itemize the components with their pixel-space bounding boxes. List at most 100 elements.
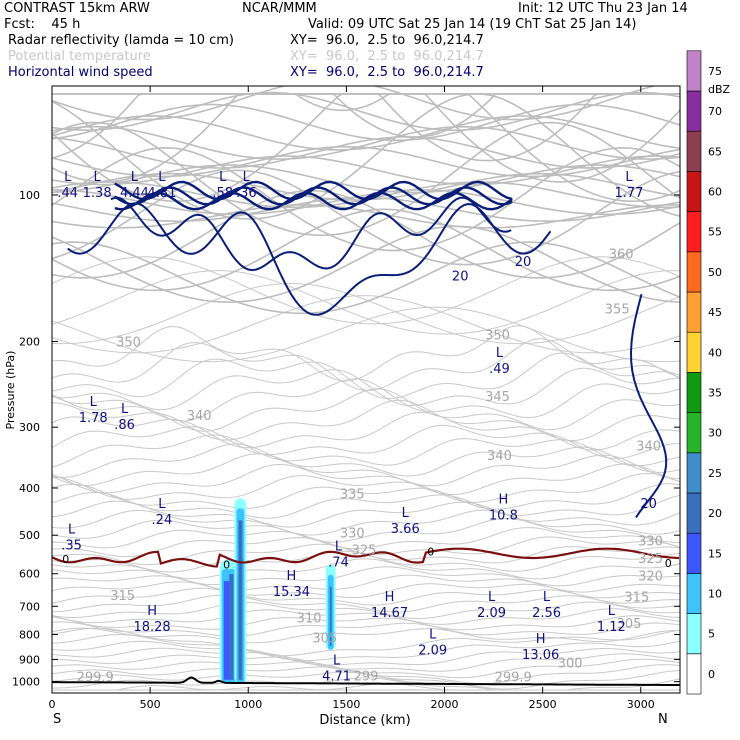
extremum-value: .58 — [212, 186, 233, 201]
extremum-value: 3.66 — [391, 522, 420, 537]
theta-contour — [52, 472, 680, 503]
field-theta: Potential temperature — [8, 49, 151, 64]
theta-contour — [52, 594, 680, 613]
extremum-value: 2.09 — [418, 643, 447, 658]
theta-contour-labeled — [52, 378, 680, 422]
colorbar-swatch — [686, 653, 702, 695]
theta-contours — [52, 86, 680, 691]
extremum-value: 10.8 — [489, 509, 518, 524]
extremum-value: 1.38 — [83, 186, 112, 201]
extremum-marker: L4.44 — [120, 170, 149, 201]
extremum-marker: L4.71 — [322, 653, 351, 684]
theta-label: 335 — [340, 487, 365, 502]
colorbar-tick-label: 45 — [708, 306, 722, 319]
colorbar-swatch — [686, 130, 702, 172]
theta-contour — [52, 325, 680, 382]
y-tick-label: 300 — [19, 421, 40, 434]
theta-label: 350 — [116, 336, 141, 351]
theta-contour — [52, 574, 680, 593]
wind-zero-contour — [52, 547, 680, 568]
forecast-hour: Fcst: 45 h — [4, 17, 80, 32]
field-reflectivity-xy: XY= 96.0, 2.5 to 96.0,214.7 — [290, 33, 484, 48]
theta-contour — [52, 93, 680, 220]
x-tick-label: 1000 — [234, 698, 262, 711]
y-tick-label: 100 — [19, 189, 40, 202]
extremum-type: L — [131, 170, 139, 185]
extremum-value: 2.09 — [477, 606, 506, 621]
wind-label: 20 — [515, 255, 532, 270]
theta-label: 340 — [636, 440, 661, 455]
extremum-marker: L1.12 — [597, 604, 626, 635]
valid-time: Valid: 09 UTC Sat 25 Jan 14 (19 ChT Sat … — [308, 17, 636, 32]
theta-contour — [52, 654, 680, 679]
theta-contour-labeled — [52, 483, 680, 510]
extremum-marker: L.35 — [61, 522, 82, 553]
extremum-marker: L4.81 — [147, 170, 176, 201]
extremum-value: 14.67 — [371, 606, 408, 621]
terrain — [52, 676, 680, 686]
theta-label: 360 — [609, 247, 634, 262]
colorbar-tick-label: 15 — [708, 547, 722, 560]
extremum-value: 4.44 — [120, 186, 149, 201]
colorbar-tick-label: 40 — [708, 346, 722, 359]
extremum-type: L — [64, 170, 72, 185]
theta-label: 340 — [487, 449, 512, 464]
theta-contour — [52, 463, 680, 496]
extremum-value: .74 — [328, 556, 349, 571]
extremum-type: H — [147, 604, 157, 619]
wind-label: 0 — [62, 553, 69, 566]
x-tick-label: 3000 — [627, 698, 655, 711]
theta-contour — [52, 399, 680, 441]
extremum-type: L — [333, 653, 341, 668]
theta-contour — [52, 93, 680, 112]
y-tick-label: 900 — [19, 653, 40, 666]
reflectivity-cell-core — [238, 520, 243, 680]
colorbar-swatch — [686, 412, 702, 454]
colorbar-tick-label: 60 — [708, 186, 722, 199]
reflectivity-cell-inner — [229, 574, 234, 679]
extremum-type: L — [68, 522, 76, 537]
extremum-value: 1.12 — [597, 620, 626, 635]
contour-labels: 360 355 350 350 345 340 340 340 335 330 330 325 325 3… — [57, 170, 671, 686]
theta-contour-upper — [52, 103, 680, 142]
x-axis-title: Distance (km) — [319, 713, 410, 728]
theta-label: 299.9 — [495, 671, 532, 686]
theta-contour — [52, 367, 680, 411]
theta-contour — [52, 169, 680, 266]
extremum-value: 15.34 — [273, 585, 310, 600]
colorbar-tick-label: 75 — [708, 65, 722, 78]
field-wind-xy: XY= 96.0, 2.5 to 96.0,214.7 — [290, 65, 484, 80]
extremum-type: L — [625, 170, 633, 185]
field-theta-xy: XY= 96.0, 2.5 to 96.0,214.7 — [290, 49, 484, 64]
colorbar-swatch — [686, 90, 702, 132]
theta-contour-upper — [52, 155, 680, 186]
wind-jet-contour-inner — [110, 196, 512, 272]
theta-contour — [52, 283, 680, 345]
y-tick-label: 400 — [19, 482, 40, 495]
extremum-marker: L2.56 — [532, 590, 561, 621]
colorbar-unit: dBZ — [708, 83, 731, 96]
y-tick-label: 1000 — [12, 676, 40, 689]
extremum-type: L — [335, 540, 343, 555]
theta-contour — [52, 424, 680, 459]
colorbar-tick-label: 30 — [708, 427, 722, 440]
x-tick-label: 2000 — [431, 698, 459, 711]
wind-label: 20 — [452, 270, 469, 285]
colorbar-swatch — [686, 211, 702, 253]
model-name: CONTRAST 15km ARW — [4, 1, 150, 16]
colorbar-swatch — [686, 452, 702, 494]
extremum-value: .44 — [57, 186, 78, 201]
theta-contour — [52, 270, 680, 335]
theta-contour — [52, 615, 680, 631]
colorbar-swatch — [686, 532, 702, 574]
theta-contour — [52, 500, 680, 528]
extremum-marker: H10.8 — [489, 493, 518, 524]
extremum-type: L — [402, 506, 410, 521]
extremum-type: H — [385, 590, 395, 605]
colorbar-tick-label: 20 — [708, 507, 722, 520]
colorbar-swatch — [686, 251, 702, 293]
theta-contour — [52, 518, 680, 544]
wind-label: 0 — [223, 559, 230, 572]
extremum-type: L — [94, 170, 102, 185]
extremum-type: L — [121, 402, 129, 417]
